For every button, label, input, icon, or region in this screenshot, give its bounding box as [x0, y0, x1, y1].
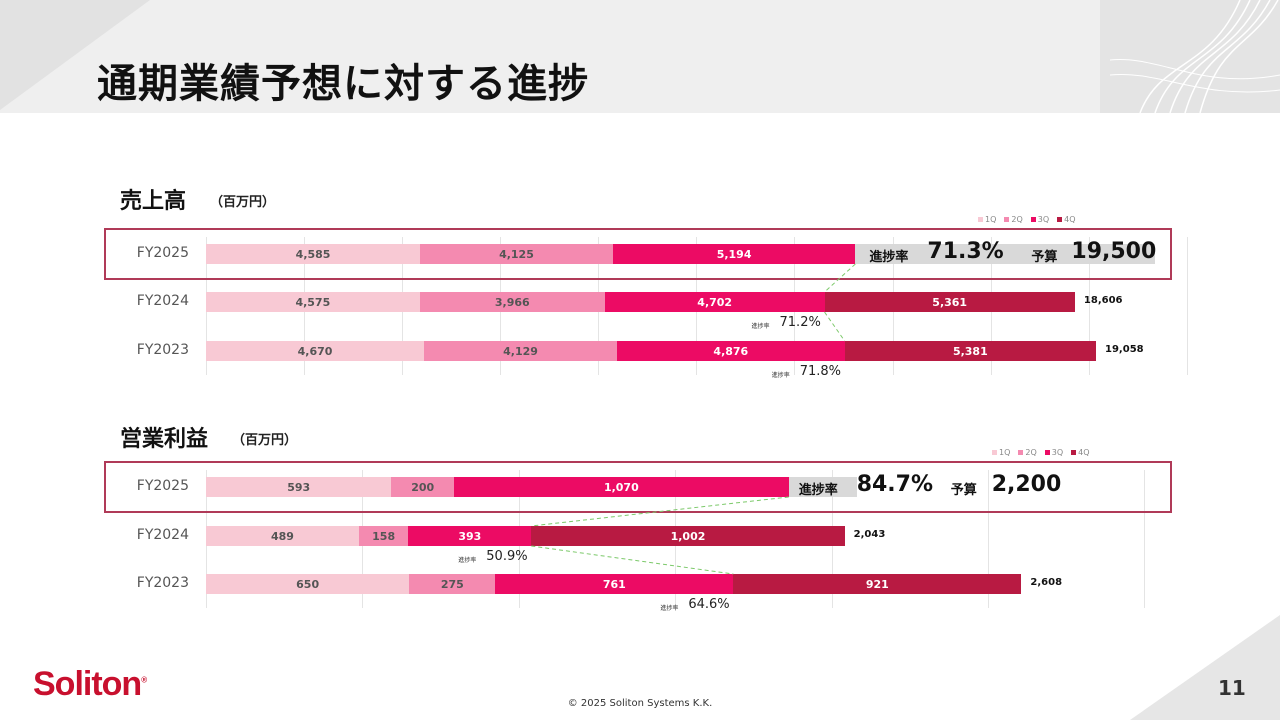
- progress-connector: [531, 545, 734, 575]
- legend-label: 2Q: [1025, 448, 1037, 457]
- progress-rate-value: 71.2%: [779, 315, 821, 330]
- progress-rate-label: 進捗率: [660, 605, 679, 612]
- progress-rate-label: 進捗率: [751, 323, 770, 330]
- bar-segment-q2: 275: [409, 574, 496, 594]
- year-label: FY2023: [136, 342, 189, 358]
- legend-item: 1Q: [978, 215, 996, 224]
- legend-label: 2Q: [1011, 215, 1023, 224]
- chart-title: 売上高: [120, 189, 187, 214]
- page-number: 11: [1218, 676, 1246, 700]
- budget-label: 予算: [1031, 250, 1058, 265]
- bar-segment-q4: 921: [733, 574, 1022, 594]
- year-label: FY2024: [136, 527, 189, 543]
- gridline: [1144, 470, 1146, 608]
- legend-swatch: [978, 217, 983, 222]
- copyright: © 2025 Soliton Systems K.K.: [567, 698, 713, 709]
- bar-total: 18,606: [1083, 295, 1123, 306]
- bar-segment-q4: 1,002: [531, 526, 845, 546]
- legend-item: 3Q: [1044, 448, 1064, 457]
- bar-segment-q3: 5,194: [612, 244, 856, 264]
- progress-rate-value: 64.6%: [688, 597, 730, 612]
- logo-registered-mark: ®: [141, 675, 147, 685]
- corner-decoration: [1130, 615, 1280, 720]
- progress-value: 84.7%: [856, 472, 934, 497]
- bar-total: 2,608: [1030, 577, 1063, 588]
- legend-label: 4Q: [1078, 448, 1090, 457]
- legend-item: 1Q: [992, 448, 1010, 457]
- bar-segment-q2: 4,129: [424, 341, 617, 361]
- progress-rate-label: 進捗率: [458, 557, 477, 564]
- legend-swatch: [1018, 450, 1024, 455]
- legend-swatch: [1057, 217, 1063, 222]
- bar-segment-q2: 3,966: [419, 292, 605, 312]
- header-band: [0, 0, 1280, 113]
- chart-legend: 1Q 2Q 3Q 4Q: [992, 448, 1090, 457]
- budget-value: 19,500: [1071, 239, 1157, 264]
- bar-segment-q3: 393: [408, 526, 532, 546]
- bar-segment-q3: 4,702: [604, 292, 825, 312]
- year-label: FY2025: [136, 245, 189, 261]
- year-label: FY2025: [136, 478, 189, 494]
- legend-item: 2Q: [1004, 215, 1023, 224]
- bar-segment-q1: 489: [206, 526, 359, 546]
- chart-title: 営業利益: [120, 427, 209, 452]
- progress-rate-value: 71.8%: [799, 364, 841, 379]
- corner-decoration: [0, 0, 150, 110]
- progress-value: 71.3%: [927, 239, 1004, 264]
- bar-segment-q2: 4,125: [420, 244, 613, 264]
- page-title: 通期業績予想に対する進捗: [97, 61, 589, 107]
- budget-value: 2,200: [991, 472, 1062, 497]
- progress-label: 進捗率: [869, 250, 909, 265]
- legend-swatch: [1044, 450, 1050, 455]
- bar-segment-q1: 4,575: [206, 292, 420, 312]
- legend-label: 4Q: [1064, 215, 1076, 224]
- chart-unit: （百万円）: [232, 433, 298, 448]
- chart-legend: 1Q 2Q 3Q 4Q: [978, 215, 1076, 224]
- gridline: [987, 470, 989, 608]
- legend-swatch: [1071, 450, 1077, 455]
- chart-unit: （百万円）: [210, 195, 276, 210]
- legend-label: 3Q: [1037, 215, 1050, 224]
- progress-connector: [824, 311, 846, 342]
- bar-segment-q4: 5,381: [844, 341, 1096, 361]
- year-label: FY2023: [136, 575, 189, 591]
- year-label: FY2024: [136, 293, 189, 309]
- progress-label: 進捗率: [798, 483, 838, 498]
- bar-segment-q3: 1,070: [454, 477, 789, 497]
- legend-item: 4Q: [1071, 448, 1090, 457]
- highlight-box: [104, 228, 1172, 280]
- bar-segment-q1: 4,670: [206, 341, 425, 361]
- legend-swatch: [1004, 217, 1010, 222]
- progress-box: [788, 477, 857, 497]
- budget-label: 予算: [950, 483, 977, 498]
- bar-total: 19,058: [1105, 344, 1144, 355]
- bar-segment-q4: 5,361: [824, 292, 1075, 312]
- bar-segment-q1: 4,585: [206, 244, 421, 264]
- bar-segment-q2: 158: [358, 526, 409, 546]
- bar-total: 2,043: [853, 529, 886, 540]
- bar-segment-q2: 200: [391, 477, 455, 497]
- legend-item: 4Q: [1057, 215, 1076, 224]
- legend-label: 1Q: [985, 215, 997, 224]
- soliton-logo: Soliton®: [33, 665, 147, 704]
- legend-item: 2Q: [1018, 448, 1037, 457]
- bar-segment-q1: 650: [206, 574, 410, 594]
- legend-swatch: [1030, 217, 1036, 222]
- legend-swatch: [992, 450, 997, 455]
- bar-segment-q3: 761: [495, 574, 734, 594]
- bar-segment-q3: 4,876: [616, 341, 845, 361]
- progress-box: [855, 244, 1156, 264]
- progress-rate-value: 50.9%: [486, 549, 528, 564]
- gridline: [1088, 237, 1090, 375]
- legend-label: 3Q: [1051, 448, 1064, 457]
- bar-segment-q1: 593: [206, 477, 392, 497]
- gridline: [1186, 237, 1188, 375]
- wave-decoration: [1100, 0, 1280, 113]
- logo-text: Soliton: [33, 665, 142, 703]
- legend-item: 3Q: [1030, 215, 1050, 224]
- progress-rate-label: 進捗率: [771, 372, 790, 379]
- legend-label: 1Q: [999, 448, 1011, 457]
